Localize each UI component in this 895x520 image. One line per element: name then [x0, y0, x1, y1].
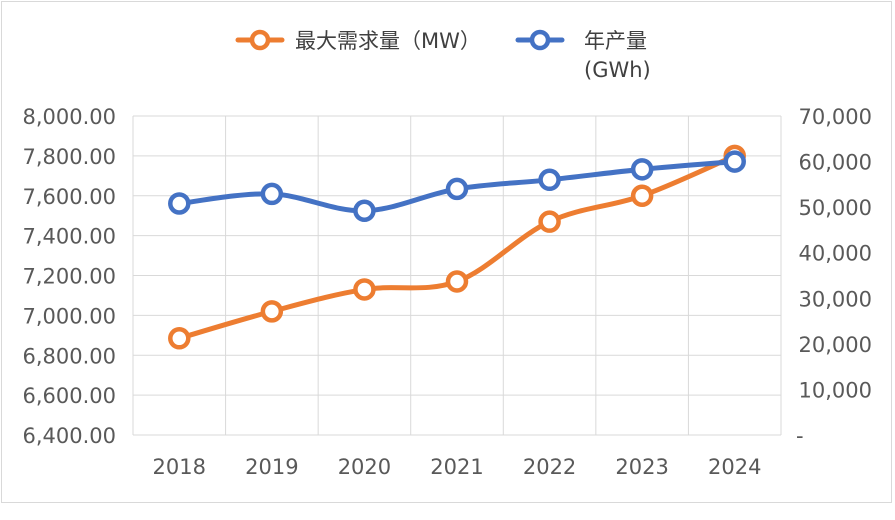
x-axis-tick-label: 2021 [430, 455, 483, 479]
data-point [538, 168, 561, 192]
left-axis-tick-label: 7,200.00 [22, 265, 116, 289]
x-axis-tick-label: 2020 [338, 455, 391, 479]
legend-label-unit: (GWh) [584, 58, 651, 82]
right-axis-tick-label: 10,000 [799, 378, 872, 402]
data-point [445, 177, 469, 201]
right-axis-tick-label: 40,000 [799, 242, 872, 266]
data-point [723, 150, 746, 173]
x-axis-tick-label: 2024 [708, 455, 761, 479]
left-axis-tick-label: 6,800.00 [22, 344, 116, 368]
legend-item-max-demand: 最大需求量（MW） [235, 29, 481, 53]
data-point [353, 199, 376, 223]
data-point [168, 327, 191, 350]
right-axis-tick-label: 50,000 [799, 196, 872, 220]
series-annual-output [168, 150, 746, 223]
legend-label: 最大需求量（MW） [295, 29, 481, 53]
x-axis-tick-label: 2023 [615, 455, 668, 479]
data-point [445, 270, 469, 293]
left-axis-tick-label: 6,600.00 [22, 384, 116, 408]
legend-label: 年产量 [584, 29, 647, 53]
left-axis-tick-label: 8,000.00 [22, 105, 116, 129]
data-point [538, 210, 561, 233]
series-layer [168, 144, 746, 350]
right-axis-tick-label: 20,000 [799, 333, 872, 357]
series-max-demand [168, 144, 746, 350]
data-point [630, 158, 654, 181]
left-axis-tick-label: 7,800.00 [22, 145, 116, 169]
right-axis-ticks: - 10,000 20,000 30,000 40,000 50,000 60,000 70,… [796, 105, 872, 448]
data-point [260, 182, 284, 206]
right-axis-tick-label: 70,000 [799, 105, 872, 129]
legend-swatch-marker [249, 29, 271, 51]
left-axis-tick-label: 7,400.00 [22, 225, 116, 249]
right-axis-tick-label: 60,000 [799, 151, 872, 175]
data-point [630, 184, 654, 207]
chart-frame [1, 1, 892, 503]
left-axis-tick-label: 7,600.00 [22, 185, 116, 209]
data-point [353, 278, 376, 301]
left-axis-tick-label: 7,000.00 [22, 304, 116, 328]
legend-item-annual-output: 年产量 (GWh) [515, 29, 651, 82]
left-axis-tick-label: 6,400.00 [22, 424, 116, 448]
data-point [168, 192, 191, 215]
x-axis-ticks: 2018 2019 2020 2021 2022 2023 2024 [153, 455, 762, 479]
right-axis-tick-label: 30,000 [799, 287, 872, 311]
data-point [260, 300, 284, 323]
x-axis-tick-label: 2019 [245, 455, 298, 479]
right-axis-tick-label: - [796, 424, 804, 448]
left-axis-ticks: 6,400.00 6,600.00 6,800.00 7,000.00 7,200.00… [22, 105, 116, 448]
legend-swatch-marker [529, 29, 551, 51]
x-axis-tick-label: 2018 [153, 455, 206, 479]
grid [132, 115, 782, 436]
legend: 最大需求量（MW） 年产量 (GWh) [235, 29, 651, 82]
x-axis-tick-label: 2022 [523, 455, 576, 479]
